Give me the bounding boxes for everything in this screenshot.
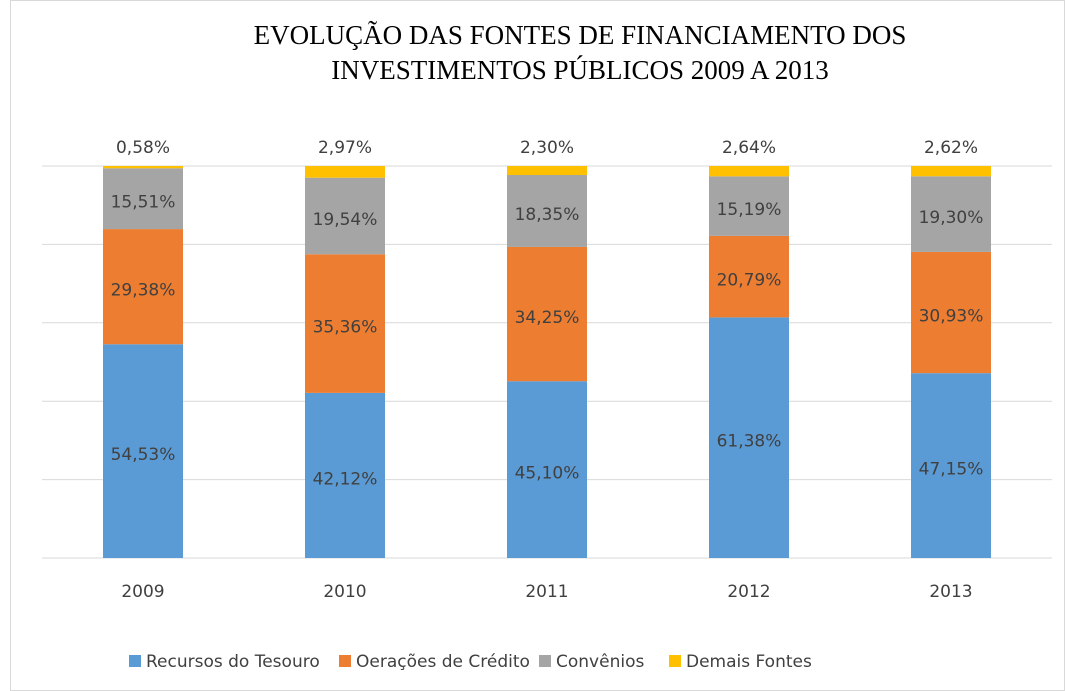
bar-segment <box>709 235 789 318</box>
bar-segment <box>911 176 991 252</box>
data-label: 2,64% <box>722 138 776 158</box>
data-label: 54,53% <box>111 445 176 465</box>
x-tick-label: 2009 <box>121 582 164 602</box>
bar-segment <box>911 251 991 374</box>
data-label: 15,51% <box>111 193 176 213</box>
bar-segment <box>911 373 991 558</box>
x-tick-label: 2010 <box>323 582 366 602</box>
bar-segment <box>507 246 587 382</box>
legend-swatch <box>669 655 681 667</box>
data-label: 20,79% <box>717 271 782 291</box>
data-label: 15,19% <box>717 200 782 220</box>
x-tick-label: 2011 <box>525 582 568 602</box>
data-label: 18,35% <box>515 205 580 225</box>
chart-title: INVESTIMENTOS PÚBLICOS 2009 A 2013 <box>331 55 829 85</box>
data-label: 35,36% <box>313 318 378 338</box>
data-label: 0,58% <box>116 138 170 158</box>
bar-segment <box>709 166 789 177</box>
data-label: 2,62% <box>924 138 978 158</box>
data-label: 2,97% <box>318 138 372 158</box>
bar-segment <box>103 229 183 345</box>
bar-segment <box>103 344 183 558</box>
data-label: 61,38% <box>717 432 782 452</box>
bar-segment <box>709 317 789 558</box>
data-label: 19,30% <box>919 208 984 228</box>
data-label: 42,12% <box>313 469 378 489</box>
data-label: 19,54% <box>313 210 378 230</box>
legend-swatch <box>339 655 351 667</box>
x-tick-label: 2012 <box>727 582 770 602</box>
bar-segment <box>911 166 991 177</box>
data-label: 45,10% <box>515 464 580 484</box>
bar-segment <box>709 176 789 236</box>
data-label: 29,38% <box>111 281 176 301</box>
bar-segment <box>507 381 587 558</box>
bar-segment <box>507 166 587 176</box>
bar-segment <box>305 166 385 178</box>
legend-label: Convênios <box>556 652 644 672</box>
legend-label: Oerações de Crédito <box>356 652 530 672</box>
legend-label: Recursos do Tesouro <box>146 652 320 672</box>
data-label: 2,30% <box>520 138 574 158</box>
bar-segment <box>305 177 385 255</box>
bar-segment <box>103 168 183 230</box>
bar-segment <box>305 392 385 558</box>
chart-title: EVOLUÇÃO DAS FONTES DE FINANCIAMENTO DOS <box>254 20 907 50</box>
bar-segment <box>305 254 385 393</box>
data-label: 34,25% <box>515 308 580 328</box>
x-tick-label: 2013 <box>929 582 972 602</box>
bar-segment <box>103 166 183 169</box>
bar-segment <box>507 175 587 247</box>
data-label: 47,15% <box>919 460 984 480</box>
legend-label: Demais Fontes <box>686 652 812 672</box>
legend-swatch <box>129 655 141 667</box>
data-label: 30,93% <box>919 307 984 327</box>
legend-swatch <box>539 655 551 667</box>
